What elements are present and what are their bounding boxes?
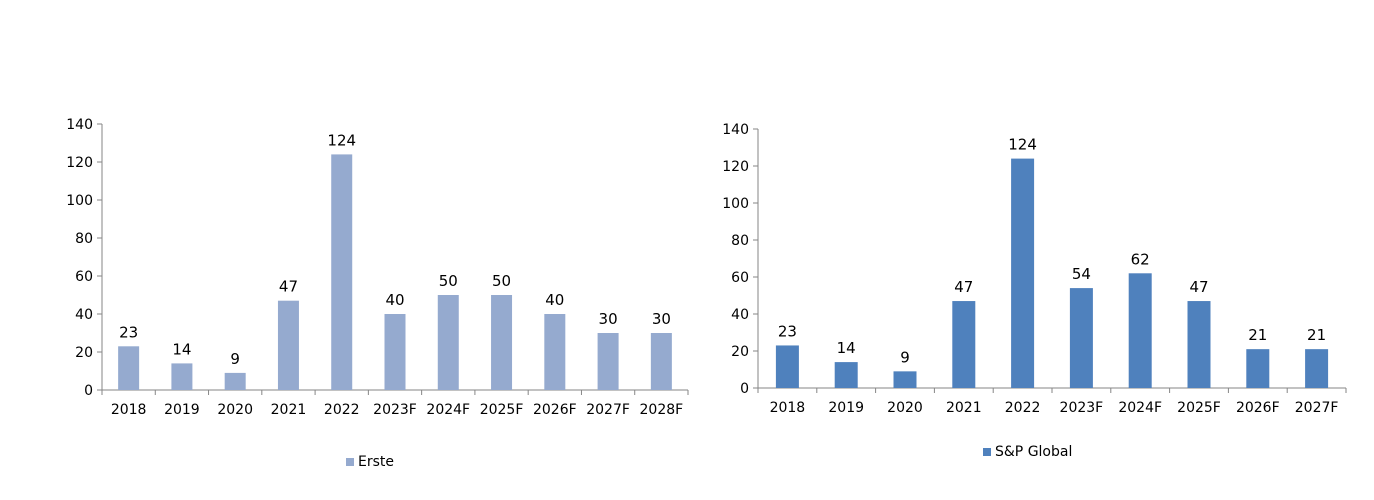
bar-data-label: 124 <box>1008 136 1037 154</box>
x-category-label: 2025F <box>1177 400 1221 416</box>
bar <box>331 154 353 390</box>
bar <box>1128 273 1152 388</box>
y-tick-label: 40 <box>75 307 93 323</box>
bar <box>384 314 406 390</box>
erste-chart-svg: 0 20 40 60 80 100 120 140 23 2018 14 2019 9 2020 47 202… <box>66 117 689 418</box>
bar-data-label: 47 <box>954 278 973 296</box>
x-category-label: 2024F <box>426 402 470 418</box>
bar <box>597 333 619 390</box>
bar <box>1187 301 1211 388</box>
bar <box>544 314 566 390</box>
bar-data-label: 47 <box>1189 278 1208 296</box>
x-category-label: 2019 <box>828 400 864 416</box>
x-category-label: 2019 <box>164 402 200 418</box>
bar-data-label: 62 <box>1131 250 1150 268</box>
y-tick-label: 40 <box>731 307 749 323</box>
y-tick-label: 140 <box>66 117 93 133</box>
bar <box>1069 288 1093 388</box>
sp-global-chart-svg: 0 20 40 60 80 100 120 140 23 2018 14 2019 9 2020 47 202… <box>722 122 1347 416</box>
x-category-label: 2020 <box>217 402 253 418</box>
bar-data-label: 14 <box>172 340 191 358</box>
y-tick-label: 100 <box>66 193 93 209</box>
y-tick-label: 80 <box>75 231 93 247</box>
bar <box>1011 158 1035 388</box>
x-category-label: 2025F <box>480 402 524 418</box>
y-tick-label: 120 <box>722 159 749 175</box>
bar-data-label: 23 <box>778 322 797 340</box>
bar-data-label: 9 <box>230 350 240 368</box>
y-tick-label: 0 <box>84 383 93 399</box>
bar <box>775 345 799 388</box>
bar-data-label: 40 <box>545 291 564 309</box>
erste-legend-swatch <box>346 458 354 466</box>
bar-data-label: 50 <box>439 272 458 290</box>
x-category-label: 2028F <box>640 402 684 418</box>
bar <box>277 300 299 390</box>
bar-data-label: 21 <box>1307 326 1326 344</box>
bar-data-label: 47 <box>279 278 298 296</box>
bar <box>650 333 672 390</box>
bar-data-label: 14 <box>837 339 856 357</box>
x-category-label: 2027F <box>1295 400 1339 416</box>
y-tick-label: 100 <box>722 196 749 212</box>
bar <box>118 346 140 390</box>
y-tick-label: 60 <box>731 270 749 286</box>
erste-legend: Erste <box>346 454 394 470</box>
y-tick-label: 140 <box>722 122 749 138</box>
bar <box>834 362 858 388</box>
x-category-label: 2024F <box>1118 400 1162 416</box>
bar-data-label: 50 <box>492 272 511 290</box>
sp-global-chart: 0 20 40 60 80 100 120 140 23 2018 14 2019 9 2020 47 202… <box>690 0 1374 500</box>
bar-data-label: 23 <box>119 323 138 341</box>
x-category-label: 2026F <box>533 402 577 418</box>
erste-chart: 0 20 40 60 80 100 120 140 23 2018 14 2019 9 2020 47 202… <box>66 117 689 470</box>
y-tick-label: 20 <box>731 344 749 360</box>
y-tick-label: 80 <box>731 233 749 249</box>
sp-global-legend: S&P Global <box>983 444 1072 460</box>
x-category-label: 2026F <box>1236 400 1280 416</box>
x-category-label: 2018 <box>770 400 806 416</box>
x-category-label: 2020 <box>887 400 923 416</box>
x-category-label: 2018 <box>111 402 147 418</box>
x-category-label: 2021 <box>271 402 307 418</box>
x-category-label: 2023F <box>373 402 417 418</box>
bar <box>437 295 459 390</box>
sp-global-legend-swatch <box>983 448 991 456</box>
bar <box>893 371 917 388</box>
x-category-label: 2022 <box>324 402 360 418</box>
y-tick-label: 120 <box>66 155 93 171</box>
erste-legend-label: Erste <box>358 454 394 470</box>
y-tick-label: 0 <box>740 381 749 397</box>
bar <box>1246 349 1270 388</box>
bar <box>952 301 976 388</box>
bar-data-label: 30 <box>652 310 671 328</box>
bar-data-label: 54 <box>1072 265 1091 283</box>
x-category-label: 2023F <box>1060 400 1104 416</box>
bar <box>491 295 513 390</box>
x-category-label: 2022 <box>1005 400 1041 416</box>
x-category-label: 2021 <box>946 400 982 416</box>
bar <box>224 372 246 390</box>
bar <box>171 363 193 390</box>
bar-data-label: 30 <box>599 310 618 328</box>
y-tick-label: 60 <box>75 269 93 285</box>
x-category-label: 2027F <box>586 402 630 418</box>
sp-global-legend-label: S&P Global <box>995 444 1073 460</box>
y-tick-label: 20 <box>75 345 93 361</box>
bar-data-label: 9 <box>900 348 910 366</box>
bar-data-label: 21 <box>1248 326 1267 344</box>
bar <box>1305 349 1329 388</box>
bar-data-label: 124 <box>327 131 356 149</box>
bar-data-label: 40 <box>385 291 404 309</box>
